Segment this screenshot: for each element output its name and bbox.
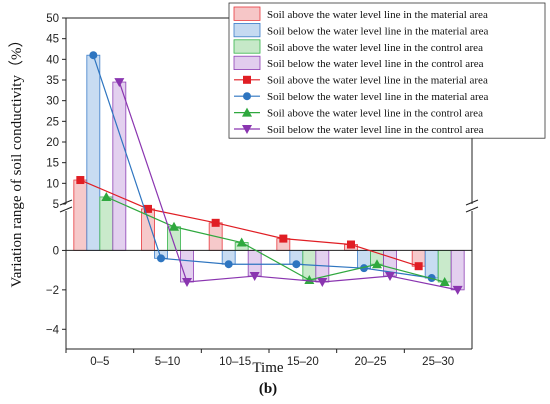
data-point [317,277,328,287]
data-point [76,176,85,185]
y-tick-label: 50 [46,13,59,25]
y-tick-label: 5 [53,199,59,211]
data-point [144,204,152,213]
data-point [385,272,395,282]
bar [450,250,465,291]
data-point [242,107,252,117]
y-tick-label: 45 [46,34,59,46]
data-point [224,260,233,269]
data-point [114,78,125,88]
data-point [279,234,288,243]
data-point [242,125,252,134]
data-point [101,191,112,201]
bar [86,54,101,251]
legend-swatch [233,22,261,38]
y-tick-label: 15 [46,158,59,170]
bar [112,81,127,251]
y-tick-label: 30 [46,96,59,108]
data-point [452,285,463,295]
series-line [106,196,445,283]
y-tick-label: 0 [53,245,59,257]
x-tick-label: 25–30 [422,356,454,368]
data-point [169,221,179,231]
y-tick-label: 35 [46,75,59,87]
data-point [304,275,315,284]
data-point [211,218,220,227]
x-tick-label: 15–20 [287,356,319,368]
data-point [243,75,251,84]
legend-label: Soil below the water level line in the c… [267,58,484,70]
legend-swatch [233,39,261,54]
legend-label: Soil below the water level line in the c… [267,124,484,136]
legend-label: Soil below the water level line in the m… [267,91,489,103]
x-tick-label: 0–5 [90,356,109,368]
y-tick-label: 20 [46,137,59,149]
x-tick-label: 5–10 [155,356,181,368]
y-tick-label: 10 [46,178,59,190]
data-point [439,276,450,286]
axis-break-mark [465,199,479,213]
legend-swatch [233,55,261,71]
x-axis-title: Time [252,360,283,376]
legend-swatch [233,6,261,21]
y-axis-title: Variation range of soil conductivity（%） [8,33,25,288]
panel-label: (b) [259,381,277,397]
series-line [92,55,432,279]
data-point [157,254,165,263]
x-tick-label: 20–25 [355,356,387,368]
y-tick-label: −2 [46,285,59,297]
y-tick-label: −4 [46,324,60,336]
bar [99,196,114,251]
data-point [243,92,251,101]
data-point [360,264,368,273]
legend-label: Soil below the water level line in the m… [267,25,489,37]
data-point [182,277,192,287]
legend-label: Soil above the water level line in the m… [267,75,488,87]
data-point [236,237,247,247]
y-tick-label: 25 [46,116,59,128]
series-line [118,81,458,291]
x-tick-label: 10–15 [219,356,251,368]
legend [228,2,546,139]
bar [424,250,439,279]
series-line [80,179,419,267]
data-point [249,272,260,282]
y-tick-label: 40 [46,54,59,66]
data-point [372,259,382,269]
bar [180,250,194,283]
data-point [414,262,423,271]
legend-label: Soil above the water level line in the c… [267,42,483,54]
data-point [292,260,301,269]
legend-label: Soil above the water level line in the c… [267,107,483,119]
data-point [347,240,355,249]
bar [73,179,88,251]
legend-label: Soil above the water level line in the m… [267,9,488,21]
data-point [89,51,98,60]
